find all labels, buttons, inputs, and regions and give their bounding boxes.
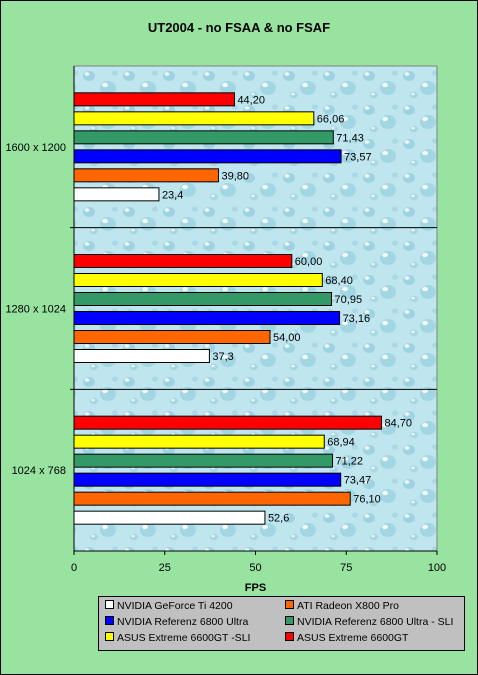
- bar: [73, 92, 235, 107]
- bar: [73, 349, 210, 363]
- legend-swatch: [105, 632, 114, 641]
- bar: [73, 254, 293, 268]
- bar: [73, 292, 333, 306]
- legend-label: NVIDIA Referenz 6800 Ultra: [117, 616, 249, 628]
- bar: [73, 111, 315, 126]
- bar: [73, 330, 271, 344]
- x-tick-label: 50: [249, 562, 261, 574]
- data-label: 23,4: [162, 189, 183, 201]
- category-label: 1280 x 1024: [5, 304, 66, 316]
- bar: [73, 491, 351, 506]
- legend-label: ASUS Extreme 6600GT: [297, 632, 409, 644]
- data-label: 68,94: [327, 437, 355, 449]
- data-label: 39,80: [221, 170, 249, 182]
- legend-swatch: [105, 616, 114, 625]
- data-label: 44,20: [237, 94, 265, 106]
- bar: [73, 311, 341, 325]
- data-label: 71,22: [336, 456, 364, 468]
- data-label: 70,95: [335, 294, 363, 306]
- x-tick-label: 75: [340, 562, 352, 574]
- legend-swatch: [285, 632, 294, 641]
- data-label: 66,06: [317, 113, 345, 125]
- bar: [73, 510, 266, 525]
- legend-label: NVIDIA GeForce Ti 4200: [117, 600, 233, 612]
- legend-swatch: [285, 600, 294, 609]
- data-label: 52,6: [268, 513, 289, 525]
- x-tick-label: 25: [159, 562, 171, 574]
- legend-swatch: [285, 616, 294, 625]
- legend-item: NVIDIA GeForce Ti 4200: [105, 600, 233, 612]
- data-label: 68,40: [325, 275, 353, 287]
- bar: [73, 472, 342, 487]
- data-label: 71,43: [336, 132, 364, 144]
- legend-item: ASUS Extreme 6600GT -SLI: [105, 632, 250, 644]
- bar: [73, 187, 160, 202]
- data-label: 76,10: [353, 494, 381, 506]
- x-tick-label: 0: [71, 562, 77, 574]
- legend-item: NVIDIA Referenz 6800 Ultra - SLI: [285, 616, 453, 628]
- legend-label: NVIDIA Referenz 6800 Ultra - SLI: [297, 616, 454, 628]
- bar: [73, 434, 325, 449]
- data-label: 73,57: [344, 151, 372, 163]
- bar: [73, 149, 342, 164]
- bar: [73, 168, 219, 183]
- data-label: 54,00: [273, 332, 301, 344]
- bar: [73, 415, 382, 430]
- bar: [73, 130, 334, 145]
- plot-area: [73, 65, 438, 552]
- data-label: 84,70: [384, 418, 412, 430]
- data-label: 73,47: [344, 475, 372, 487]
- x-tick-label: 100: [428, 562, 446, 574]
- data-label: 60,00: [295, 256, 323, 268]
- legend-item: ASUS Extreme 6600GT: [285, 632, 408, 644]
- bar: [73, 453, 334, 468]
- legend-item: ATI Radeon X800 Pro: [285, 600, 399, 612]
- legend-item: NVIDIA Referenz 6800 Ultra: [105, 616, 248, 628]
- category-label: 1024 x 768: [12, 465, 66, 477]
- legend: NVIDIA GeForce Ti 4200 ATI Radeon X800 Pr…: [98, 596, 465, 651]
- chart-title: UT2004 - no FSAA & no FSAF: [147, 20, 331, 35]
- x-axis-title: FPS: [245, 582, 266, 594]
- legend-swatch: [105, 600, 114, 609]
- legend-label: ASUS Extreme 6600GT -SLI: [117, 632, 251, 644]
- data-label: 37,3: [212, 351, 233, 363]
- data-label: 73,16: [343, 313, 371, 325]
- category-label: 1600 x 1200: [5, 142, 66, 154]
- bar: [73, 273, 323, 287]
- legend-label: ATI Radeon X800 Pro: [297, 600, 399, 612]
